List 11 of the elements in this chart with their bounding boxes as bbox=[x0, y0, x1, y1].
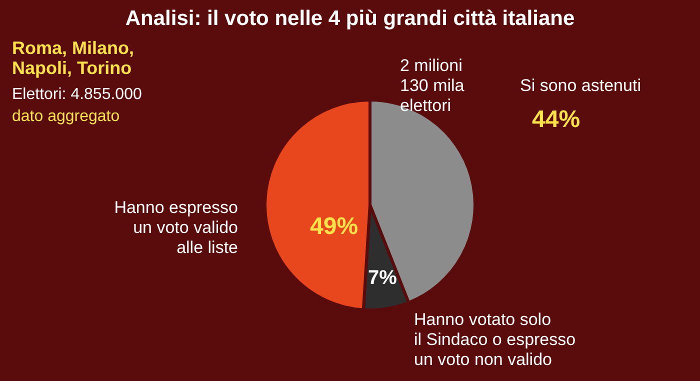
data-label: 7% bbox=[368, 267, 398, 289]
data-label: 44% bbox=[532, 106, 580, 133]
chart-title: Analisi: il voto nelle 4 più grandi città italiane bbox=[125, 7, 575, 30]
text: Roma, Milano, Napoli, Torino bbox=[12, 38, 134, 78]
text: 2 milioni 130 mila elettori bbox=[400, 56, 465, 115]
slice-label: Hanno espresso un voto valido alle liste bbox=[114, 198, 238, 257]
text: dato aggregato bbox=[12, 108, 120, 125]
text: Elettori: 4.855.000 bbox=[12, 86, 142, 103]
data-label: 49% bbox=[310, 213, 358, 240]
slice-label: Si sono astenuti bbox=[520, 76, 641, 95]
slice-label: Hanno votato solo il Sindaco o espresso un voto non valido bbox=[414, 310, 576, 369]
